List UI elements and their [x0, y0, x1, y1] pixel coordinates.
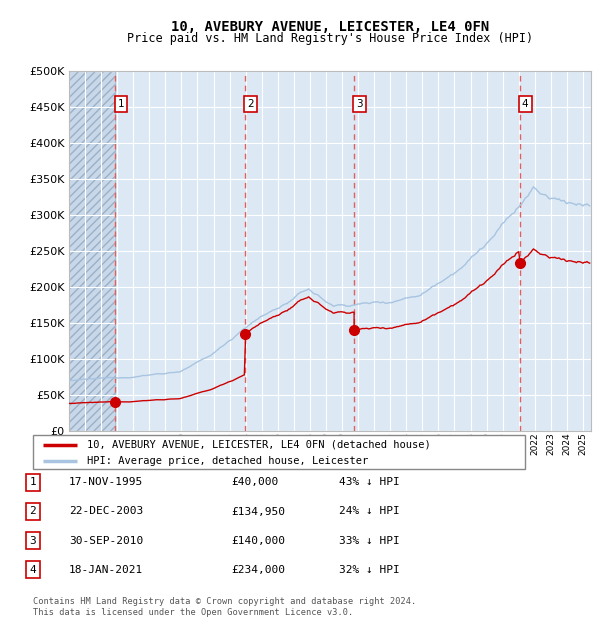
Text: 17-NOV-1995: 17-NOV-1995	[69, 477, 143, 487]
Text: 3: 3	[356, 99, 363, 108]
Text: £140,000: £140,000	[231, 536, 285, 546]
Text: 2: 2	[29, 507, 37, 516]
Text: HPI: Average price, detached house, Leicester: HPI: Average price, detached house, Leic…	[87, 456, 368, 466]
Text: 4: 4	[522, 99, 529, 108]
Text: 30-SEP-2010: 30-SEP-2010	[69, 536, 143, 546]
Bar	[69, 71, 115, 431]
Text: £40,000: £40,000	[231, 477, 278, 487]
FancyBboxPatch shape	[33, 435, 525, 469]
Text: £134,950: £134,950	[231, 507, 285, 516]
Text: 4: 4	[29, 565, 37, 575]
Text: 24% ↓ HPI: 24% ↓ HPI	[339, 507, 400, 516]
Text: Price paid vs. HM Land Registry's House Price Index (HPI): Price paid vs. HM Land Registry's House …	[127, 32, 533, 45]
Text: 33% ↓ HPI: 33% ↓ HPI	[339, 536, 400, 546]
Text: 10, AVEBURY AVENUE, LEICESTER, LE4 0FN (detached house): 10, AVEBURY AVENUE, LEICESTER, LE4 0FN (…	[87, 440, 431, 450]
Text: 22-DEC-2003: 22-DEC-2003	[69, 507, 143, 516]
Text: Contains HM Land Registry data © Crown copyright and database right 2024.
This d: Contains HM Land Registry data © Crown c…	[33, 598, 416, 617]
Text: £234,000: £234,000	[231, 565, 285, 575]
Text: 43% ↓ HPI: 43% ↓ HPI	[339, 477, 400, 487]
Text: 1: 1	[118, 99, 124, 108]
Text: 2: 2	[248, 99, 254, 108]
Text: 10, AVEBURY AVENUE, LEICESTER, LE4 0FN: 10, AVEBURY AVENUE, LEICESTER, LE4 0FN	[171, 20, 489, 33]
Text: 32% ↓ HPI: 32% ↓ HPI	[339, 565, 400, 575]
Text: 1: 1	[29, 477, 37, 487]
Text: 3: 3	[29, 536, 37, 546]
Text: 18-JAN-2021: 18-JAN-2021	[69, 565, 143, 575]
